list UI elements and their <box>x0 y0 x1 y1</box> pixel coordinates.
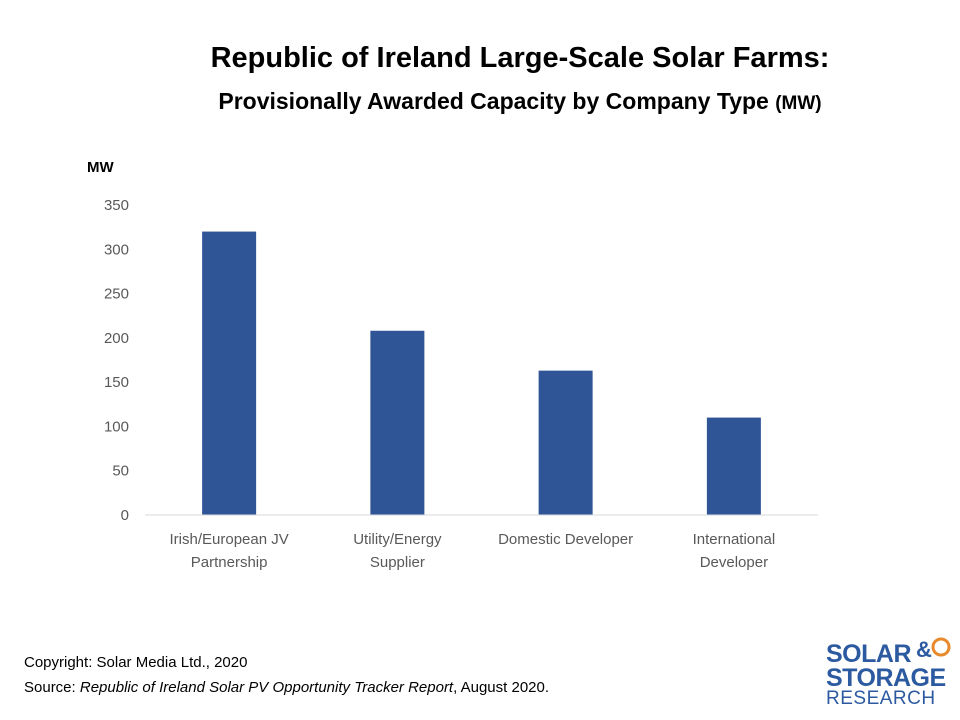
x-tick-label: International Developer <box>693 531 776 571</box>
y-tick-label: 50 <box>112 463 129 480</box>
y-tick-label: 0 <box>121 507 129 524</box>
y-tick-label: 350 <box>104 197 129 214</box>
y-tick-label: 150 <box>104 374 129 391</box>
y-tick-label: 250 <box>104 286 129 303</box>
logo-word-storage: STORAGE <box>826 664 946 692</box>
bar <box>538 370 593 515</box>
x-tick-label-line: Domestic Developer <box>498 531 633 548</box>
chart-subtitle-unit: (MW) <box>775 93 822 114</box>
y-axis-label: MW <box>87 159 114 176</box>
x-tick-label-line: Utility/Energy <box>353 531 442 548</box>
chart-subtitle-text: Provisionally Awarded Capacity by Compan… <box>218 88 769 114</box>
logo-ampersand: & <box>916 637 932 662</box>
x-tick-label-line: Partnership <box>191 554 268 571</box>
bar <box>202 231 257 516</box>
logo-word-solar: SOLAR <box>826 640 912 668</box>
chart-title: Republic of Ireland Large-Scale Solar Fa… <box>210 42 830 74</box>
x-tick-label: Irish/European JV Partnership <box>170 531 289 571</box>
bar <box>370 330 425 515</box>
x-tick-label: Domestic Developer <box>498 531 633 548</box>
source-text: Source: Republic of Ireland Solar PV Opp… <box>24 679 549 696</box>
x-tick-label-line: Irish/European JV <box>170 531 289 548</box>
x-tick-label: Utility/Energy Supplier <box>353 531 442 571</box>
y-tick-label: 100 <box>104 418 129 435</box>
copyright-text: Copyright: Solar Media Ltd., 2020 <box>24 654 248 671</box>
source-prefix: Source: <box>24 679 80 696</box>
x-tick-label-line: International <box>693 531 776 548</box>
x-tick-label-line: Supplier <box>370 554 425 571</box>
source-report-title: Republic of Ireland Solar PV Opportunity… <box>79 679 454 696</box>
y-tick-label: 200 <box>104 330 129 347</box>
source-suffix: , August 2020. <box>453 679 550 696</box>
y-axis-ticks: 0 50 100 150 200 250 300 350 <box>104 197 129 524</box>
bars <box>202 231 761 516</box>
solar-storage-research-logo: SOLAR & STORAGE RESEARCH <box>826 637 956 716</box>
chart-subtitle: Provisionally Awarded Capacity by Compan… <box>0 88 960 115</box>
bar-chart: MW 0 50 100 150 200 250 300 350 Irish/European … <box>87 159 818 571</box>
x-axis-labels: Irish/European JV Partnership Utility/Ener… <box>170 531 776 571</box>
sun-icon <box>931 637 951 657</box>
bar <box>706 417 761 515</box>
x-tick-label-line: Developer <box>700 554 768 571</box>
logo-word-research: RESEARCH <box>826 688 936 709</box>
y-tick-label: 300 <box>104 241 129 258</box>
